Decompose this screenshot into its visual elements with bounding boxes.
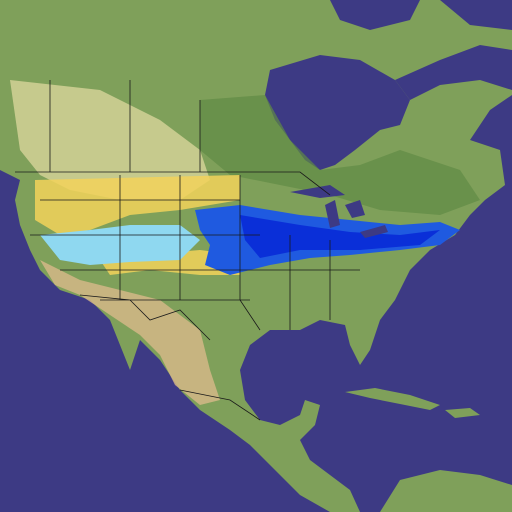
cuba xyxy=(345,388,440,410)
border-lines xyxy=(15,80,360,421)
forest xyxy=(200,95,480,215)
hudson-strait xyxy=(395,45,512,100)
desert xyxy=(40,260,220,405)
arctic-water xyxy=(330,0,512,30)
south-america xyxy=(380,470,512,512)
prairie xyxy=(10,80,210,200)
great-lakes xyxy=(290,185,388,238)
hudson-bay xyxy=(265,55,410,170)
hispaniola xyxy=(445,408,480,418)
